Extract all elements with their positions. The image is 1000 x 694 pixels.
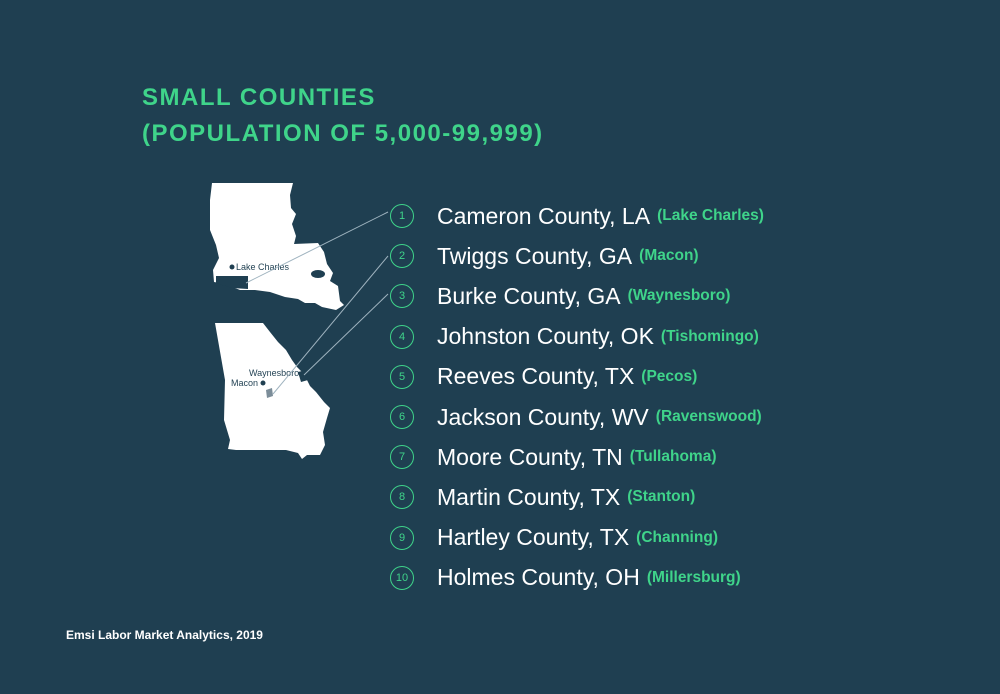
rank-number-badge: 1 [390,204,414,229]
list-item: 3 Burke County, GA Waynesboro [390,276,764,316]
lake-charles-dot [229,264,235,270]
city-name: Stanton [627,488,695,506]
macon-dot [260,380,266,386]
rank-number-badge: 8 [390,485,414,510]
rank-number-badge: 2 [390,244,414,269]
list-item: 2 Twiggs County, GA Macon [390,236,764,276]
county-ranking-list: 1 Cameron County, LA Lake Charles 2 Twig… [390,196,764,598]
list-item: 10 Holmes County, OH Millersburg [390,558,764,598]
list-item: 7 Moore County, TN Tullahoma [390,437,764,477]
macon-label: Macon [231,378,258,388]
lake-shape [311,270,325,278]
city-name: Ravenswood [656,408,762,426]
city-name: Pecos [641,368,697,386]
rank-number-badge: 4 [390,324,414,349]
source-credit: Emsi Labor Market Analytics, 2019 [66,628,263,642]
louisiana-map [210,183,344,310]
city-name: Tishomingo [661,328,759,346]
city-name: Macon [639,247,698,265]
city-name: Millersburg [647,569,741,587]
cameron-county-highlight [216,276,248,289]
list-item: 5 Reeves County, TX Pecos [390,357,764,397]
county-name: Johnston County, OK [437,323,654,350]
leader-line-3 [303,293,389,376]
waynesboro-label: Waynesboro [249,368,299,378]
rank-number-badge: 3 [390,284,414,309]
twiggs-county-highlight [266,388,273,398]
county-name: Twiggs County, GA [437,242,633,269]
list-item: 9 Hartley County, TX Channing [390,518,764,558]
list-item: 4 Johnston County, OK Tishomingo [390,317,764,357]
lake-charles-label: Lake Charles [236,262,290,272]
list-item: 1 Cameron County, LA Lake Charles [390,196,764,236]
city-name: Waynesboro [628,287,731,305]
rank-number-badge: 10 [390,565,414,590]
city-name: Tullahoma [630,448,717,466]
page-title: SMALL COUNTIES (POPULATION OF 5,000-99,9… [142,80,544,152]
leader-line-1 [245,211,389,284]
county-name: Moore County, TN [437,443,623,470]
list-item: 6 Jackson County, WV Ravenswood [390,397,764,437]
county-name: Reeves County, TX [437,363,635,390]
leader-line-2 [272,255,389,395]
georgia-map [215,323,330,459]
county-name: Hartley County, TX [437,524,630,551]
city-name: Channing [636,529,718,547]
title-line-1: SMALL COUNTIES [142,84,376,111]
list-item: 8 Martin County, TX Stanton [390,477,764,517]
rank-number-badge: 7 [390,445,414,470]
county-name: Jackson County, WV [437,403,649,430]
rank-number-badge: 6 [390,405,414,430]
county-name: Holmes County, OH [437,564,640,591]
title-line-2: (POPULATION OF 5,000-99,999) [142,120,544,147]
county-name: Burke County, GA [437,282,621,309]
county-name: Cameron County, LA [437,202,651,229]
rank-number-badge: 5 [390,364,414,389]
county-name: Martin County, TX [437,483,621,510]
city-name: Lake Charles [657,207,764,225]
rank-number-badge: 9 [390,525,414,550]
burke-county-highlight [298,370,308,382]
